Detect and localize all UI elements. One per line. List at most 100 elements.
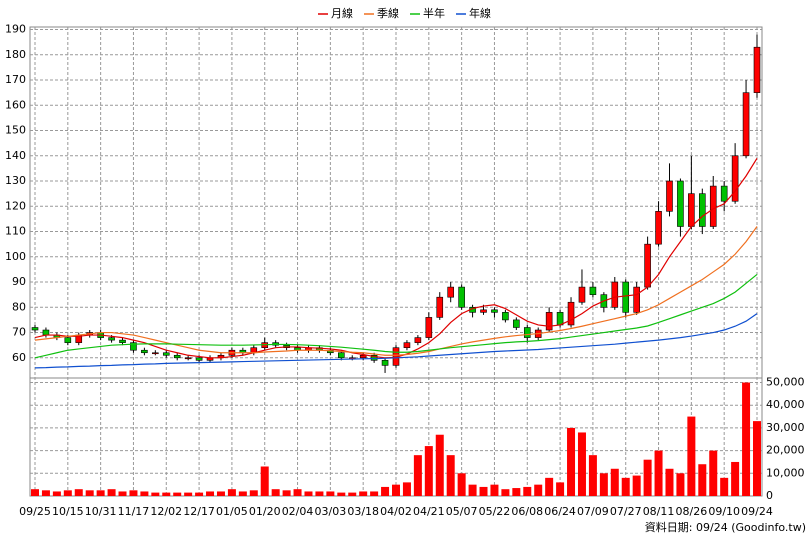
volume-bar xyxy=(140,491,149,496)
candle-body xyxy=(502,312,509,321)
x-tick-label: 01/05 xyxy=(216,505,248,518)
candle-body xyxy=(523,327,531,338)
volume-bar xyxy=(74,489,83,496)
candle-body xyxy=(731,155,739,202)
volume-bar xyxy=(41,490,50,496)
volume-bar xyxy=(490,484,499,496)
volume-bar xyxy=(599,473,608,496)
candle-body xyxy=(425,317,433,338)
candle-body xyxy=(141,349,148,354)
volume-bar xyxy=(85,490,94,496)
candle-body xyxy=(195,357,203,361)
volume-bar xyxy=(162,492,171,496)
candle-body xyxy=(480,309,487,313)
y-tick-label: 70 xyxy=(12,326,26,339)
candle-body xyxy=(64,337,72,343)
candle-body xyxy=(184,357,192,360)
candle-body xyxy=(644,243,651,288)
x-tick-label: 05/22 xyxy=(479,505,511,518)
y-tick-label: 180 xyxy=(5,48,26,61)
candle-body xyxy=(152,352,159,355)
ma-line xyxy=(34,226,758,356)
y-tick-label: 160 xyxy=(5,98,26,111)
volume-bar xyxy=(446,455,455,496)
volume-bar xyxy=(567,427,576,496)
volume-bar xyxy=(195,492,204,496)
x-tick-label: 08/11 xyxy=(643,505,675,518)
volume-bar xyxy=(282,490,291,496)
y-tick-label: 170 xyxy=(5,73,26,86)
volume-bar xyxy=(173,492,182,496)
volume-bar xyxy=(731,461,740,496)
volume-bar xyxy=(63,490,72,496)
candle-body xyxy=(709,185,717,227)
volume-bar xyxy=(184,492,193,496)
volume-bar xyxy=(654,450,663,496)
candle-body xyxy=(699,193,706,227)
candle-body xyxy=(655,211,662,245)
volume-bar xyxy=(238,491,247,496)
x-tick-label: 07/27 xyxy=(610,505,642,518)
y-tick-label: 90 xyxy=(12,275,26,288)
x-tick-label: 04/02 xyxy=(380,505,412,518)
volume-bar xyxy=(479,486,488,496)
x-tick-label: 04/21 xyxy=(413,505,445,518)
volume-bar xyxy=(742,382,751,496)
candle-body xyxy=(381,360,389,366)
candle-body xyxy=(545,312,553,331)
candle-body xyxy=(677,180,684,227)
volume-bar xyxy=(151,492,160,496)
x-tick-label: 03/18 xyxy=(347,505,379,518)
volume-bar xyxy=(271,489,280,496)
candle-body xyxy=(370,354,378,361)
legend-label: 年線 xyxy=(469,6,491,20)
candle-body xyxy=(513,319,520,328)
volume-bar xyxy=(293,489,302,496)
candle-body xyxy=(162,352,170,356)
candle-body xyxy=(42,329,50,336)
volume-bar xyxy=(687,416,696,496)
candle-body xyxy=(436,296,444,318)
x-tick-label: 11/17 xyxy=(118,505,150,518)
y-tick-label: 110 xyxy=(5,225,26,238)
x-tick-label: 07/09 xyxy=(577,505,609,518)
volume-bar xyxy=(227,489,236,496)
volume-bar xyxy=(249,490,258,496)
candle-body xyxy=(742,92,750,157)
volume-bar xyxy=(534,484,543,496)
volume-bar xyxy=(643,459,652,496)
y-tick-label: 0 xyxy=(766,489,773,502)
y-tick-label: 150 xyxy=(5,124,26,137)
candle-body xyxy=(589,286,597,295)
volume-bar xyxy=(753,421,761,496)
x-tick-label: 09/24 xyxy=(741,505,773,518)
candle-body xyxy=(567,301,575,326)
volume-bar xyxy=(665,468,674,496)
y-tick-label: 20,000 xyxy=(766,444,805,457)
volume-bar xyxy=(370,491,379,496)
volume-bar xyxy=(676,473,685,496)
candle-body xyxy=(414,337,422,343)
volume-bar xyxy=(107,489,116,496)
candle-body xyxy=(611,281,619,308)
volume-bar xyxy=(52,491,61,496)
footer: 資料日期: 09/24 (Goodinfo.tw) xyxy=(645,520,806,534)
legend-label: 月線 xyxy=(331,6,353,20)
y-tick-label: 30,000 xyxy=(766,421,805,434)
x-tick-label: 06/24 xyxy=(544,505,576,518)
volume-bar xyxy=(359,491,368,496)
x-tick-label: 12/02 xyxy=(150,505,182,518)
volume-bar xyxy=(260,466,269,496)
x-tick-label: 09/10 xyxy=(708,505,740,518)
volume-bar xyxy=(206,491,215,496)
x-tick-label: 02/04 xyxy=(282,505,314,518)
candle-body xyxy=(491,309,498,313)
volume-bar xyxy=(381,486,390,496)
volume-bar xyxy=(326,491,335,496)
x-tick-label: 01/20 xyxy=(249,505,281,518)
volume-bar xyxy=(392,484,400,496)
x-tick-label: 03/03 xyxy=(315,505,347,518)
y-tick-label: 100 xyxy=(5,250,26,263)
y-tick-label: 120 xyxy=(5,199,26,212)
